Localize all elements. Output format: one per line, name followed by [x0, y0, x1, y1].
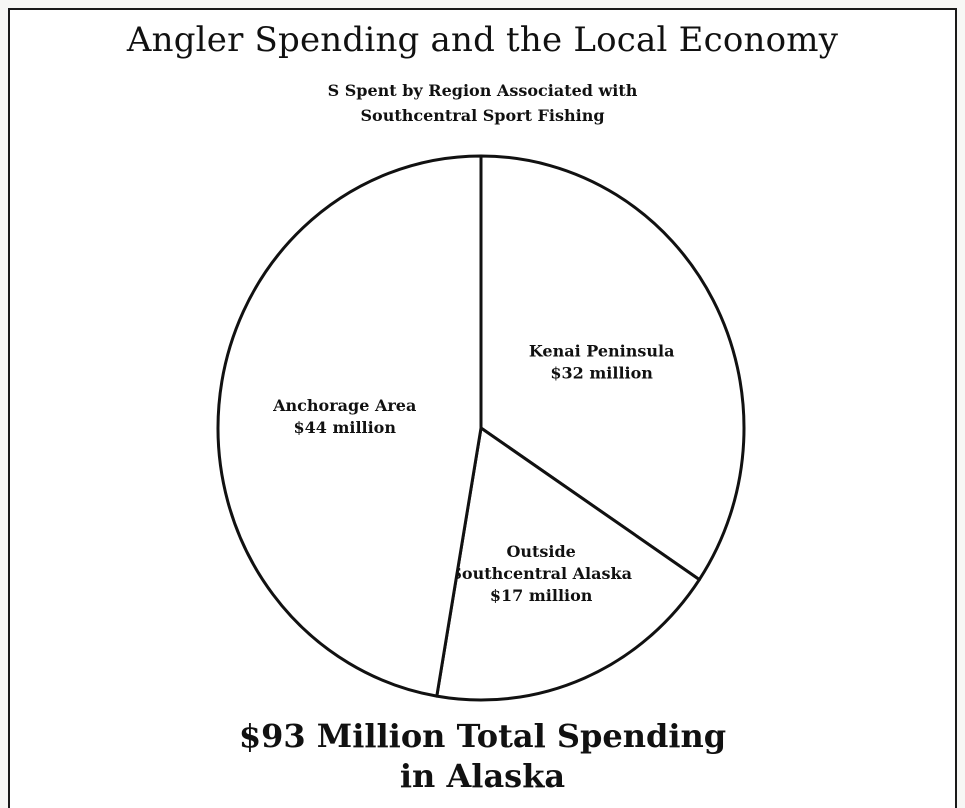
slice-value-label: $44 million [293, 418, 396, 437]
chart-subtitle: S Spent by Region Associated with Southc… [327, 81, 638, 125]
slice-name-label: Outside [506, 542, 575, 561]
slice-name-label: Anchorage Area [272, 396, 416, 415]
total-spending-caption: $93 Million Total Spending in Alaska [238, 717, 727, 795]
slice-label-3: Anchorage Area $44 million [272, 396, 416, 437]
slice-name-label: Kenai Peninsula [529, 341, 675, 360]
pie-slice-2 [435, 426, 701, 702]
pie-slice-3 [216, 154, 483, 698]
chart-title: Angler Spending and the Local Economy [126, 20, 839, 60]
slice-name-label: Southcentral Alaska [450, 564, 632, 583]
slice-label-1: Kenai Peninsula $32 million [529, 341, 675, 382]
pie-slice-1 [479, 154, 746, 582]
slice-value-label: $17 million [490, 586, 593, 605]
slice-value-label: $32 million [550, 363, 653, 382]
slice-label-2: Outside Southcentral Alaska $17 million [450, 542, 632, 605]
